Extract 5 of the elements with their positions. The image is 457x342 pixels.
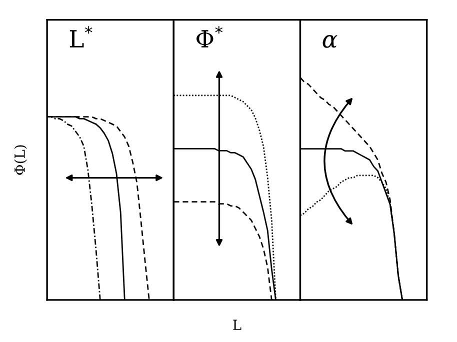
x-axis-title: L [233,320,242,330]
chart-title: α [322,35,338,48]
chart-title: L$^{*}$ [70,26,92,48]
y-axis-title: Φ(L) [14,145,27,175]
chart-title: Φ$^{*}$ [196,26,223,48]
